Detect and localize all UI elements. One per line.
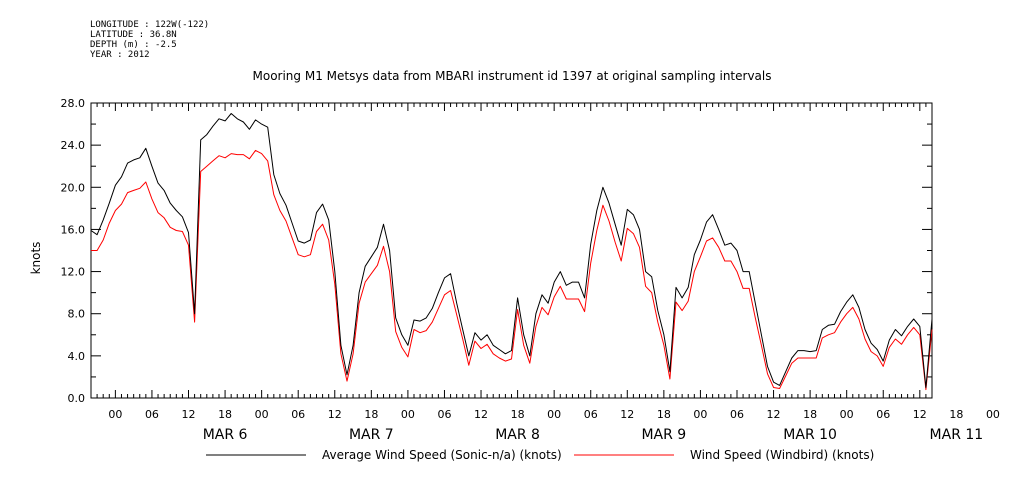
- y-tick-label: 28.0: [61, 97, 86, 110]
- x-hour-label: 00: [986, 408, 1000, 421]
- x-hour-label: 18: [364, 408, 378, 421]
- y-tick-label: 20.0: [61, 181, 86, 194]
- legend: Average Wind Speed (Sonic-n/a) (knots) W…: [206, 448, 874, 462]
- y-tick-label: 4.0: [68, 350, 86, 363]
- x-day-label: MAR 10: [783, 427, 837, 443]
- x-hour-label: 18: [803, 408, 817, 421]
- x-hour-label: 00: [401, 408, 415, 421]
- x-hour-label: 00: [108, 408, 122, 421]
- x-day-label: MAR 11: [930, 427, 984, 443]
- x-hour-label: 00: [255, 408, 269, 421]
- y-axis-label: knots: [29, 242, 43, 275]
- x-hour-label: 18: [657, 408, 671, 421]
- x-hour-label: 12: [182, 408, 196, 421]
- y-tick-label: 24.0: [61, 139, 86, 152]
- x-hour-label: 12: [767, 408, 781, 421]
- meta-line: LATITUDE : 36.8N: [90, 30, 177, 40]
- y-tick-label: 16.0: [61, 223, 86, 236]
- legend-label-black: Average Wind Speed (Sonic-n/a) (knots): [322, 448, 562, 462]
- chart-title: Mooring M1 Metsys data from MBARI instru…: [253, 69, 772, 83]
- x-hour-label: 06: [145, 408, 159, 421]
- x-day-label: MAR 7: [349, 427, 394, 443]
- x-hour-label: 00: [693, 408, 707, 421]
- x-hour-label: 00: [840, 408, 854, 421]
- x-hour-label: 06: [584, 408, 598, 421]
- x-hour-label: 00: [547, 408, 561, 421]
- x-hour-label: 06: [876, 408, 890, 421]
- series-group: [90, 113, 933, 391]
- x-hour-label: 06: [730, 408, 744, 421]
- metadata-block: LONGITUDE : 122W(-122) LATITUDE : 36.8N …: [90, 20, 209, 60]
- legend-label-red: Wind Speed (Windbird) (knots): [690, 448, 874, 462]
- meta-line: DEPTH (m) : -2.5: [90, 40, 177, 50]
- x-hour-label: 18: [218, 408, 232, 421]
- x-day-label: MAR 6: [203, 427, 248, 443]
- plot-axes: 0.0 4.0 8.0 12.0 16.0 20.0 24.0 28.0 00 06 12 18 00 0…: [61, 97, 1000, 443]
- x-hour-label: 12: [913, 408, 927, 421]
- x-hour-label: 12: [474, 408, 488, 421]
- meta-line: LONGITUDE : 122W(-122): [90, 20, 210, 30]
- x-hour-label: 06: [291, 408, 305, 421]
- x-hour-label: 18: [949, 408, 963, 421]
- x-hour-label: 18: [511, 408, 525, 421]
- series-line-windbird: [91, 149, 933, 391]
- x-hour-label: 06: [437, 408, 451, 421]
- y-tick-label: 8.0: [68, 308, 86, 321]
- y-tick-label: 0.0: [68, 392, 86, 405]
- x-day-label: MAR 8: [495, 427, 540, 443]
- plot-frame: [90, 102, 933, 399]
- x-day-label: MAR 9: [641, 427, 686, 443]
- y-tick-label: 12.0: [61, 266, 86, 279]
- x-hour-label: 12: [328, 408, 342, 421]
- series-line-average-wind-speed: [90, 113, 933, 388]
- meta-line: YEAR : 2012: [90, 50, 150, 60]
- x-hour-label: 12: [620, 408, 634, 421]
